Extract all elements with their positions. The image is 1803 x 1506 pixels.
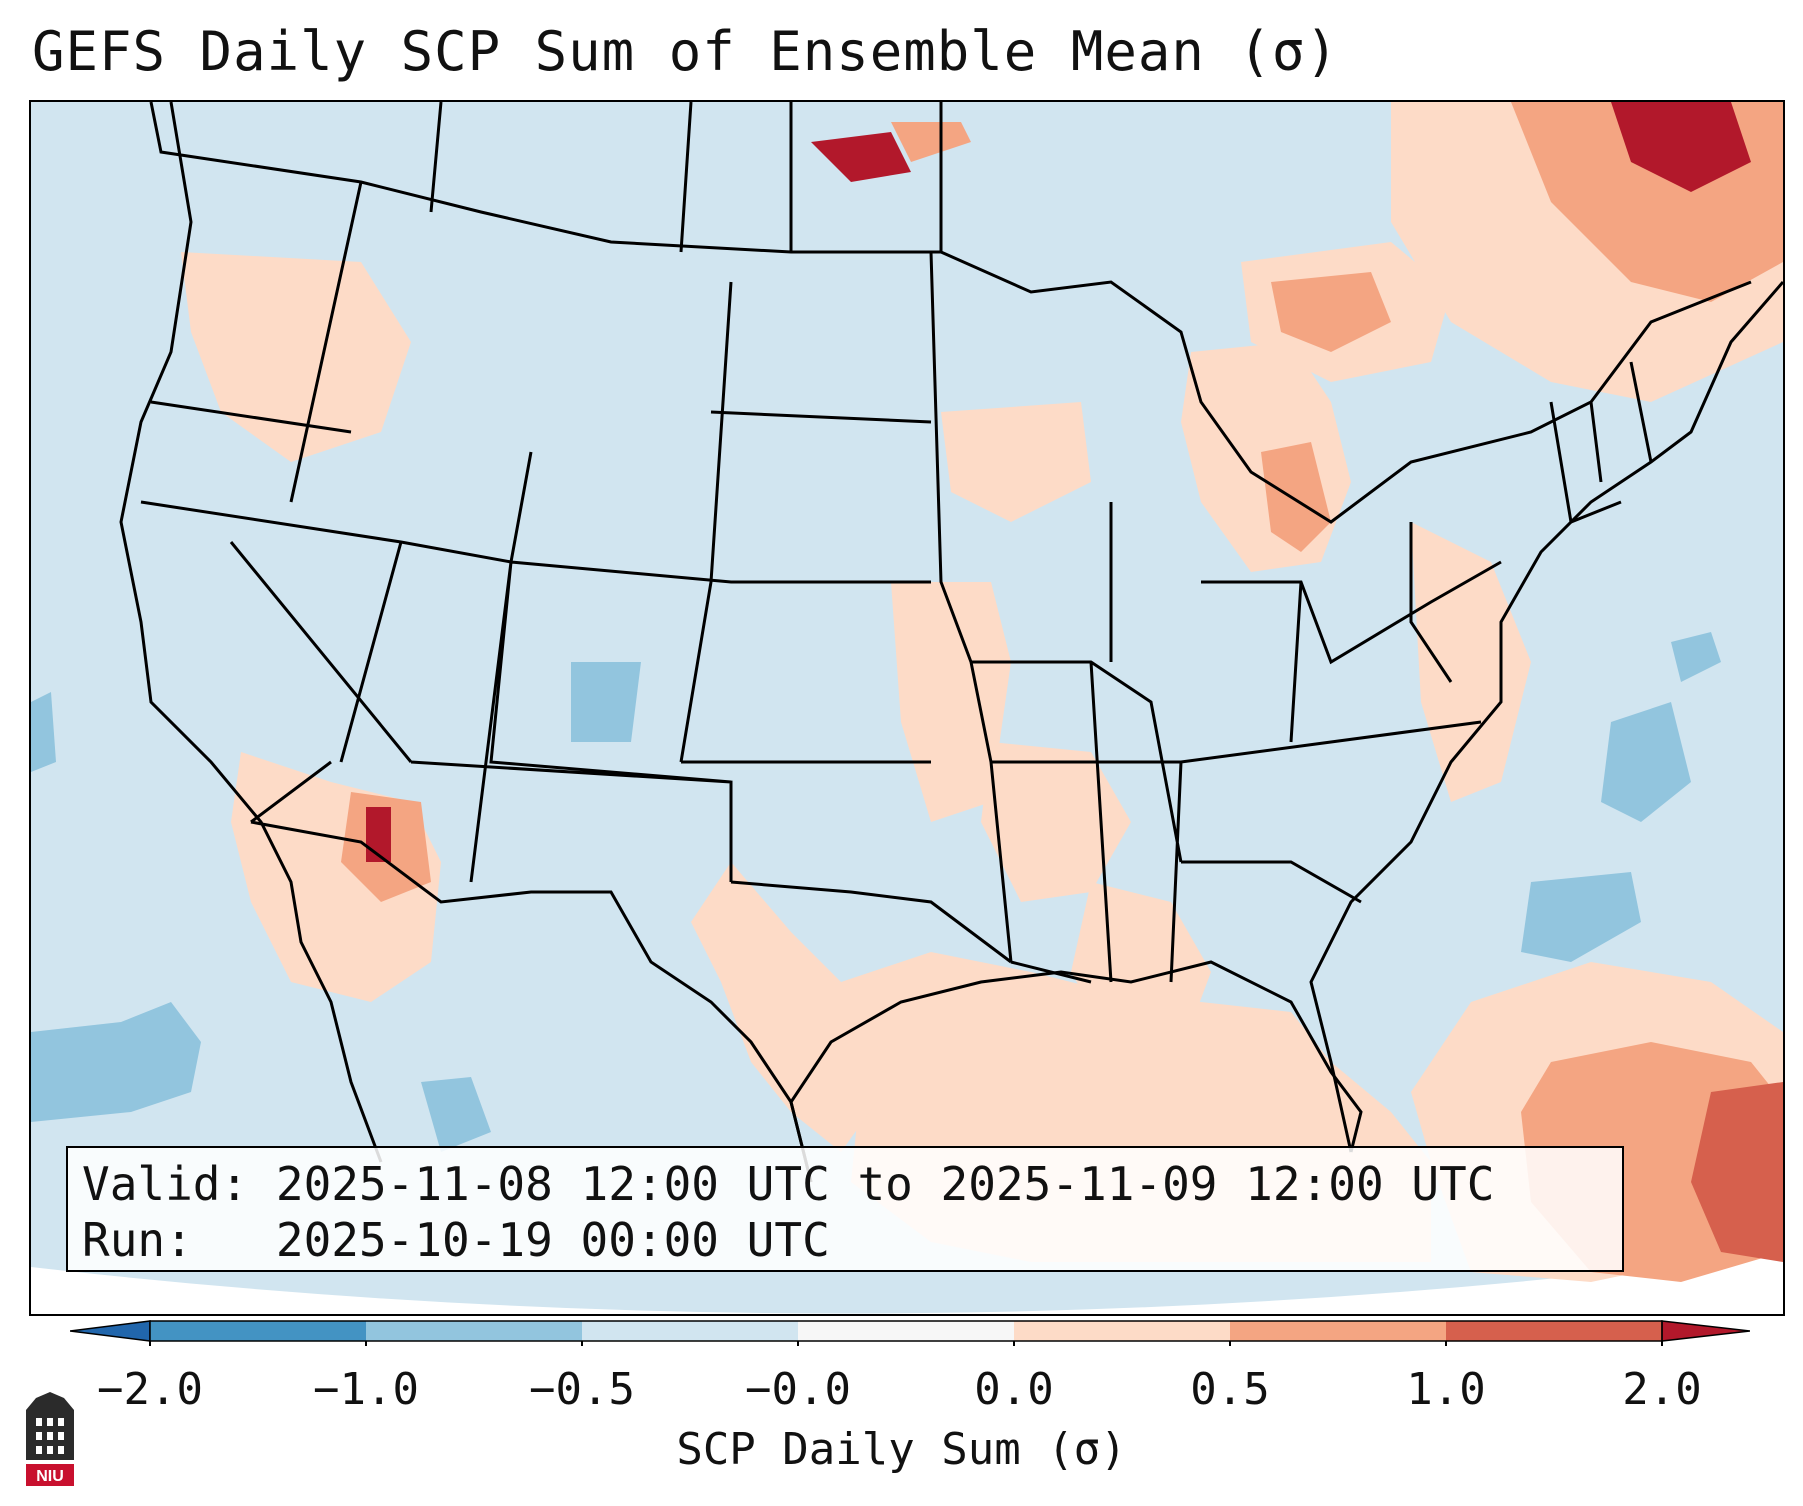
valid-run-info-box: Valid: 2025-11-08 12:00 UTC to 2025-11-0… — [66, 1146, 1624, 1272]
colorbar-segment-4 — [798, 1321, 1014, 1341]
state-lines-central — [730, 251, 1653, 984]
atlantic-negative-1 — [1601, 702, 1691, 822]
colorbar-outline — [149, 1320, 1663, 1342]
colorbar-tick-label: −0.0 — [745, 1364, 851, 1415]
colorbar-label: SCP Daily Sum (σ) — [676, 1424, 1127, 1475]
logo-text: NIU — [36, 1468, 64, 1485]
map-panel — [29, 100, 1785, 1316]
colorbar-extend-low — [70, 1320, 151, 1342]
niu-logo: NIU — [26, 1392, 74, 1486]
run-time: 2025-10-19 00:00 UTC — [275, 1213, 830, 1267]
canada-provinces — [429, 102, 943, 253]
colorbar-tick-label: 0.0 — [974, 1364, 1054, 1415]
map-canvas — [31, 102, 1783, 1314]
mexico-border — [250, 820, 813, 1183]
quebec-strong — [1611, 102, 1751, 192]
colorbar-tick-label: −0.5 — [529, 1364, 635, 1415]
manitoba-strong — [811, 132, 911, 182]
atlantic-strong-region — [1691, 1082, 1783, 1262]
colorbar-tick-label: 1.0 — [1406, 1364, 1486, 1415]
colorado-negative — [571, 662, 641, 742]
atlantic-negative-2 — [1521, 872, 1641, 962]
east-coast — [1309, 281, 1783, 1153]
canada-us-border — [149, 102, 1752, 524]
manitoba-moderate — [891, 122, 971, 162]
valid-label: Valid: — [82, 1157, 249, 1211]
midsouth-positive — [981, 742, 1131, 902]
michigan-moderate — [1261, 442, 1331, 552]
colorbar-segment-5 — [1014, 1321, 1230, 1341]
country-and-state-borders — [119, 102, 1783, 1183]
atlantic-negative-3 — [1671, 632, 1721, 682]
colorbar-ticks — [149, 1341, 1663, 1346]
southern-plains-positive — [691, 862, 891, 1152]
colorbar-tick-label: 2.0 — [1622, 1364, 1702, 1415]
colorbar-tick-label: 0.5 — [1190, 1364, 1270, 1415]
southwest-strong — [366, 807, 391, 862]
state-lines-west — [140, 181, 932, 883]
pacific-negative-small — [31, 692, 56, 772]
colorbar-segment-1 — [150, 1321, 366, 1341]
pacific-negative — [31, 1002, 201, 1122]
east-coast-positive — [1411, 522, 1531, 802]
northwest-positive — [181, 252, 411, 462]
run-label: Run: — [82, 1213, 193, 1267]
chart-title: GEFS Daily SCP Sum of Ensemble Mean (σ) — [32, 20, 1339, 83]
colorbar-segment-6 — [1230, 1321, 1446, 1341]
iowa-positive — [941, 402, 1091, 522]
colorbar-tick-label: −1.0 — [313, 1364, 419, 1415]
colorbar-extend-high — [1661, 1320, 1750, 1342]
negative-anomaly-field — [31, 632, 1721, 1152]
baja-negative — [421, 1077, 491, 1152]
valid-time-range: 2025-11-08 12:00 UTC to 2025-11-09 12:00… — [275, 1157, 1495, 1211]
colorbar — [70, 1320, 1750, 1346]
canada-east-moderate — [1271, 272, 1391, 352]
colorbar-segment-2 — [366, 1321, 582, 1341]
colorbar-segment-7 — [1446, 1321, 1662, 1341]
projection-edge — [31, 1252, 1783, 1314]
colorbar-segment-3 — [582, 1321, 798, 1341]
colorbar-tick-label: −2.0 — [97, 1364, 203, 1415]
positive-anomaly-field — [181, 102, 1783, 1282]
west-coast — [119, 102, 383, 1163]
